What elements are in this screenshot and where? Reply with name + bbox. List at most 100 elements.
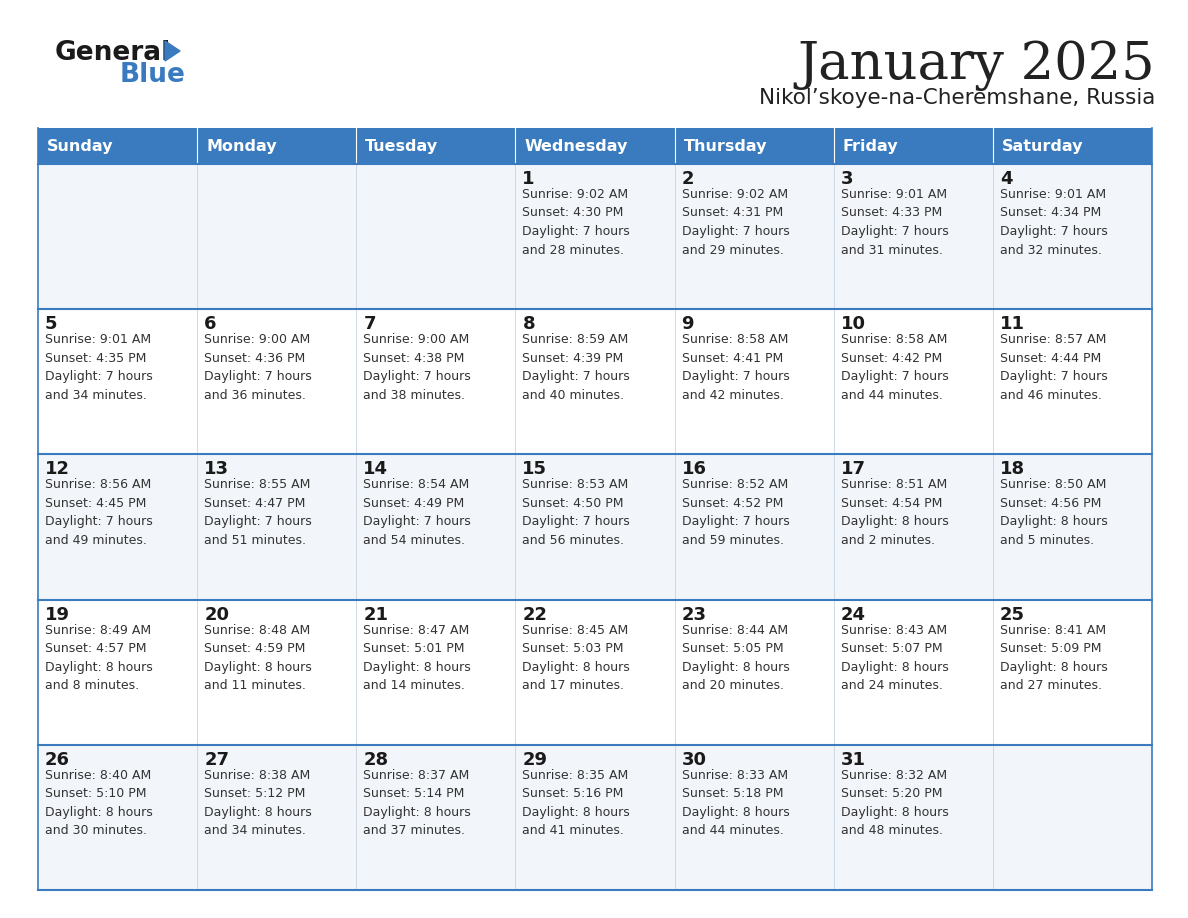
Text: 11: 11 bbox=[1000, 315, 1025, 333]
Text: January 2025: January 2025 bbox=[797, 40, 1155, 91]
Bar bbox=[197, 128, 356, 164]
Bar bbox=[38, 599, 197, 744]
Text: 31: 31 bbox=[841, 751, 866, 768]
Bar bbox=[356, 599, 516, 744]
Text: 18: 18 bbox=[1000, 461, 1025, 478]
Bar bbox=[675, 454, 834, 599]
Bar bbox=[197, 744, 356, 890]
Text: Sunrise: 8:58 AM
Sunset: 4:41 PM
Daylight: 7 hours
and 42 minutes.: Sunrise: 8:58 AM Sunset: 4:41 PM Dayligh… bbox=[682, 333, 789, 402]
Text: Sunrise: 8:53 AM
Sunset: 4:50 PM
Daylight: 7 hours
and 56 minutes.: Sunrise: 8:53 AM Sunset: 4:50 PM Dayligh… bbox=[523, 478, 630, 547]
Text: 30: 30 bbox=[682, 751, 707, 768]
Bar bbox=[516, 744, 675, 890]
Bar bbox=[993, 744, 1152, 890]
Bar bbox=[356, 744, 516, 890]
Text: Sunrise: 8:54 AM
Sunset: 4:49 PM
Daylight: 7 hours
and 54 minutes.: Sunrise: 8:54 AM Sunset: 4:49 PM Dayligh… bbox=[364, 478, 470, 547]
Text: 17: 17 bbox=[841, 461, 866, 478]
Bar bbox=[38, 128, 197, 164]
Text: Sunrise: 8:49 AM
Sunset: 4:57 PM
Daylight: 8 hours
and 8 minutes.: Sunrise: 8:49 AM Sunset: 4:57 PM Dayligh… bbox=[45, 623, 153, 692]
Text: 27: 27 bbox=[204, 751, 229, 768]
Bar bbox=[675, 128, 834, 164]
Text: 13: 13 bbox=[204, 461, 229, 478]
Text: Sunrise: 8:52 AM
Sunset: 4:52 PM
Daylight: 7 hours
and 59 minutes.: Sunrise: 8:52 AM Sunset: 4:52 PM Dayligh… bbox=[682, 478, 789, 547]
Bar bbox=[834, 128, 993, 164]
Text: 21: 21 bbox=[364, 606, 388, 623]
Polygon shape bbox=[165, 41, 181, 61]
Text: 22: 22 bbox=[523, 606, 548, 623]
Text: 23: 23 bbox=[682, 606, 707, 623]
Bar bbox=[38, 164, 197, 309]
Bar bbox=[834, 599, 993, 744]
Bar bbox=[356, 309, 516, 454]
Text: Sunrise: 8:57 AM
Sunset: 4:44 PM
Daylight: 7 hours
and 46 minutes.: Sunrise: 8:57 AM Sunset: 4:44 PM Dayligh… bbox=[1000, 333, 1107, 402]
Text: Sunrise: 9:02 AM
Sunset: 4:30 PM
Daylight: 7 hours
and 28 minutes.: Sunrise: 9:02 AM Sunset: 4:30 PM Dayligh… bbox=[523, 188, 630, 256]
Text: 6: 6 bbox=[204, 315, 216, 333]
Text: 12: 12 bbox=[45, 461, 70, 478]
Bar bbox=[675, 744, 834, 890]
Text: Sunrise: 8:33 AM
Sunset: 5:18 PM
Daylight: 8 hours
and 44 minutes.: Sunrise: 8:33 AM Sunset: 5:18 PM Dayligh… bbox=[682, 768, 789, 837]
Text: Sunrise: 8:38 AM
Sunset: 5:12 PM
Daylight: 8 hours
and 34 minutes.: Sunrise: 8:38 AM Sunset: 5:12 PM Dayligh… bbox=[204, 768, 312, 837]
Bar bbox=[197, 164, 356, 309]
Text: 5: 5 bbox=[45, 315, 57, 333]
Text: Friday: Friday bbox=[842, 139, 898, 153]
Text: Sunrise: 8:58 AM
Sunset: 4:42 PM
Daylight: 7 hours
and 44 minutes.: Sunrise: 8:58 AM Sunset: 4:42 PM Dayligh… bbox=[841, 333, 948, 402]
Text: Sunrise: 8:37 AM
Sunset: 5:14 PM
Daylight: 8 hours
and 37 minutes.: Sunrise: 8:37 AM Sunset: 5:14 PM Dayligh… bbox=[364, 768, 470, 837]
Text: Wednesday: Wednesday bbox=[524, 139, 627, 153]
Text: Sunrise: 8:51 AM
Sunset: 4:54 PM
Daylight: 8 hours
and 2 minutes.: Sunrise: 8:51 AM Sunset: 4:54 PM Dayligh… bbox=[841, 478, 948, 547]
Bar bbox=[993, 454, 1152, 599]
Bar bbox=[993, 128, 1152, 164]
Text: 9: 9 bbox=[682, 315, 694, 333]
Text: Sunrise: 8:48 AM
Sunset: 4:59 PM
Daylight: 8 hours
and 11 minutes.: Sunrise: 8:48 AM Sunset: 4:59 PM Dayligh… bbox=[204, 623, 312, 692]
Text: 2: 2 bbox=[682, 170, 694, 188]
Text: Saturday: Saturday bbox=[1001, 139, 1083, 153]
Text: Sunrise: 8:43 AM
Sunset: 5:07 PM
Daylight: 8 hours
and 24 minutes.: Sunrise: 8:43 AM Sunset: 5:07 PM Dayligh… bbox=[841, 623, 948, 692]
Text: 8: 8 bbox=[523, 315, 535, 333]
Bar bbox=[38, 454, 197, 599]
Text: 28: 28 bbox=[364, 751, 388, 768]
Text: Sunrise: 8:59 AM
Sunset: 4:39 PM
Daylight: 7 hours
and 40 minutes.: Sunrise: 8:59 AM Sunset: 4:39 PM Dayligh… bbox=[523, 333, 630, 402]
Bar bbox=[356, 128, 516, 164]
Bar bbox=[993, 599, 1152, 744]
Text: Sunrise: 9:01 AM
Sunset: 4:35 PM
Daylight: 7 hours
and 34 minutes.: Sunrise: 9:01 AM Sunset: 4:35 PM Dayligh… bbox=[45, 333, 153, 402]
Text: 24: 24 bbox=[841, 606, 866, 623]
Text: 10: 10 bbox=[841, 315, 866, 333]
Text: Sunday: Sunday bbox=[48, 139, 114, 153]
Bar bbox=[675, 309, 834, 454]
Text: Sunrise: 8:35 AM
Sunset: 5:16 PM
Daylight: 8 hours
and 41 minutes.: Sunrise: 8:35 AM Sunset: 5:16 PM Dayligh… bbox=[523, 768, 630, 837]
Bar bbox=[356, 164, 516, 309]
Text: 25: 25 bbox=[1000, 606, 1025, 623]
Text: 16: 16 bbox=[682, 461, 707, 478]
Bar bbox=[197, 599, 356, 744]
Bar bbox=[993, 309, 1152, 454]
Text: Nikol’skoye-na-Cheremshane, Russia: Nikol’skoye-na-Cheremshane, Russia bbox=[759, 88, 1155, 108]
Text: Sunrise: 8:55 AM
Sunset: 4:47 PM
Daylight: 7 hours
and 51 minutes.: Sunrise: 8:55 AM Sunset: 4:47 PM Dayligh… bbox=[204, 478, 312, 547]
Bar bbox=[834, 164, 993, 309]
Text: Sunrise: 8:56 AM
Sunset: 4:45 PM
Daylight: 7 hours
and 49 minutes.: Sunrise: 8:56 AM Sunset: 4:45 PM Dayligh… bbox=[45, 478, 153, 547]
Text: Sunrise: 8:40 AM
Sunset: 5:10 PM
Daylight: 8 hours
and 30 minutes.: Sunrise: 8:40 AM Sunset: 5:10 PM Dayligh… bbox=[45, 768, 153, 837]
Bar bbox=[38, 309, 197, 454]
Bar bbox=[516, 309, 675, 454]
Text: 7: 7 bbox=[364, 315, 375, 333]
Text: 19: 19 bbox=[45, 606, 70, 623]
Text: Sunrise: 9:00 AM
Sunset: 4:36 PM
Daylight: 7 hours
and 36 minutes.: Sunrise: 9:00 AM Sunset: 4:36 PM Dayligh… bbox=[204, 333, 312, 402]
Text: Sunrise: 8:44 AM
Sunset: 5:05 PM
Daylight: 8 hours
and 20 minutes.: Sunrise: 8:44 AM Sunset: 5:05 PM Dayligh… bbox=[682, 623, 789, 692]
Bar bbox=[834, 454, 993, 599]
Text: Sunrise: 8:32 AM
Sunset: 5:20 PM
Daylight: 8 hours
and 48 minutes.: Sunrise: 8:32 AM Sunset: 5:20 PM Dayligh… bbox=[841, 768, 948, 837]
Bar bbox=[675, 164, 834, 309]
Bar bbox=[834, 309, 993, 454]
Bar bbox=[516, 164, 675, 309]
Text: 14: 14 bbox=[364, 461, 388, 478]
Text: 3: 3 bbox=[841, 170, 853, 188]
Bar bbox=[197, 309, 356, 454]
Text: Sunrise: 8:41 AM
Sunset: 5:09 PM
Daylight: 8 hours
and 27 minutes.: Sunrise: 8:41 AM Sunset: 5:09 PM Dayligh… bbox=[1000, 623, 1107, 692]
Text: 4: 4 bbox=[1000, 170, 1012, 188]
Bar bbox=[197, 454, 356, 599]
Bar bbox=[675, 599, 834, 744]
Text: 26: 26 bbox=[45, 751, 70, 768]
Text: 15: 15 bbox=[523, 461, 548, 478]
Text: 29: 29 bbox=[523, 751, 548, 768]
Text: Blue: Blue bbox=[120, 62, 185, 88]
Bar bbox=[356, 454, 516, 599]
Bar bbox=[38, 744, 197, 890]
Text: General: General bbox=[55, 40, 171, 66]
Text: 1: 1 bbox=[523, 170, 535, 188]
